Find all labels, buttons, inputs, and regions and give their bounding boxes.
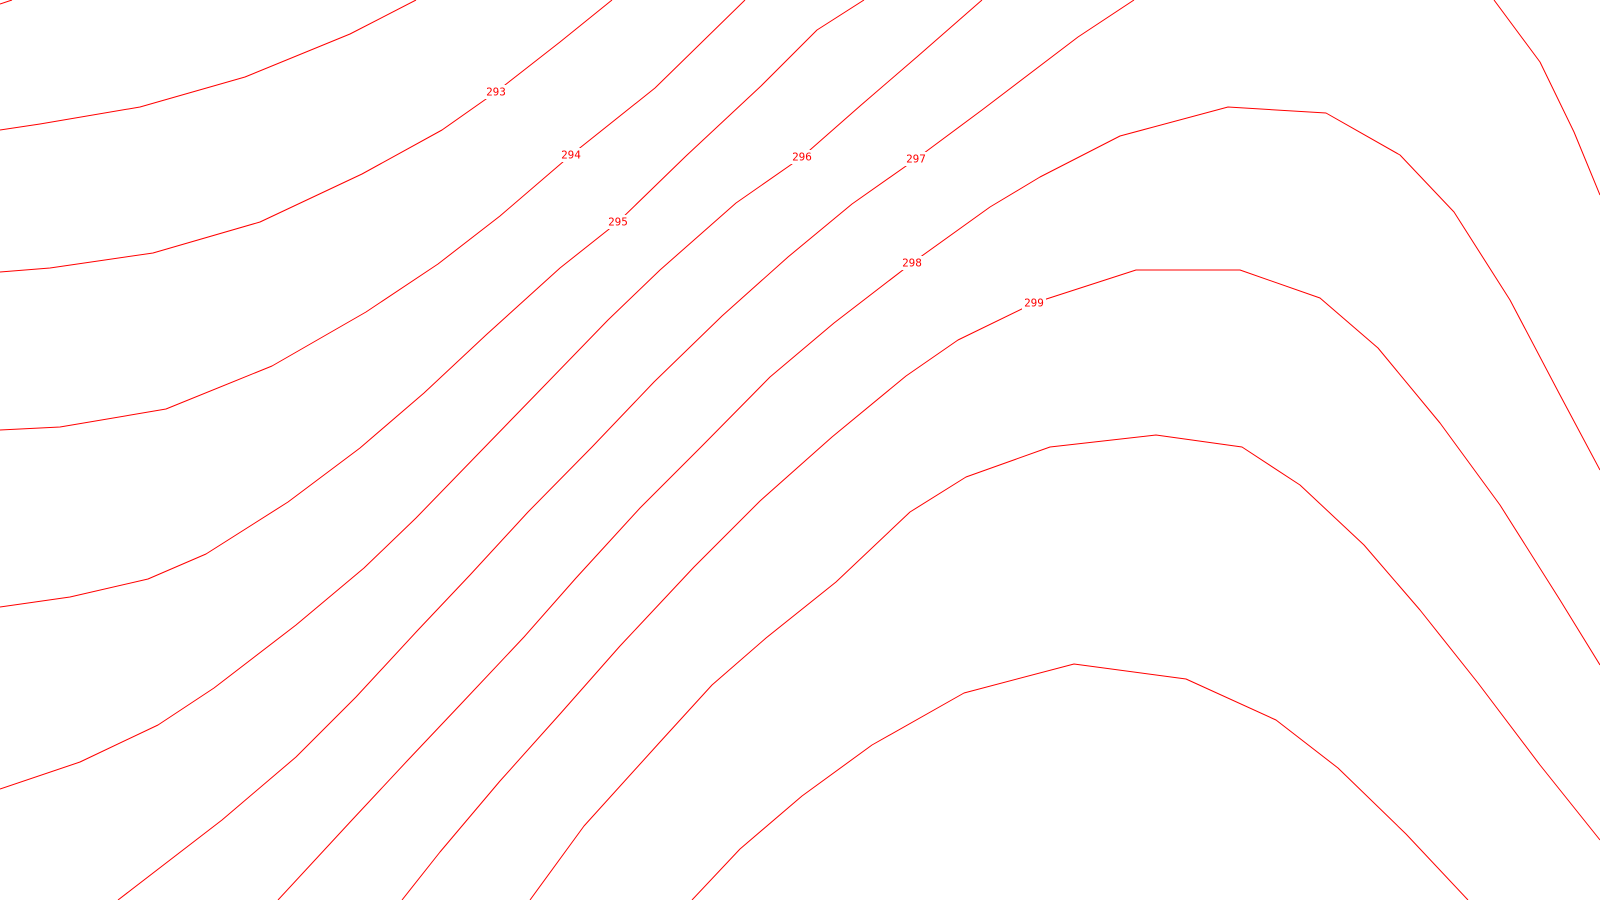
contour-line [0,0,613,273]
contour-line [0,0,746,431]
contour-line [277,106,1600,900]
contour-291 [0,0,13,5]
contour-296: 296 [0,0,983,790]
contour-line [0,0,865,608]
contour-label-background [559,148,583,162]
contour-label: 293 [486,86,506,99]
contour-label: 294 [561,149,581,162]
contour-unlabeled-10 [691,663,1469,900]
contour-line [691,663,1469,900]
contour-unlabeled-11 [1493,0,1600,196]
contour-293: 293 [0,0,613,273]
contour-unlabeled-9 [529,434,1600,900]
contour-line [529,434,1600,900]
contour-label-background [790,150,814,164]
contour-299: 299 [401,269,1600,900]
contour-line [117,0,1135,900]
contour-label-background [484,85,508,99]
contour-label-background [1022,296,1046,310]
contour-line [1493,0,1600,196]
contour-label-background [904,152,928,166]
contour-label-background [606,215,630,229]
contour-label: 299 [1024,297,1044,310]
contour-294: 294 [0,0,746,431]
contour-297: 297 [117,0,1135,900]
contour-label: 296 [792,151,812,164]
contour-label: 298 [902,257,922,270]
contour-line [0,0,13,5]
contour-298: 298 [277,106,1600,900]
contour-line [401,269,1600,900]
contour-label: 295 [608,216,628,229]
contour-line [0,0,417,131]
contour-label: 297 [906,153,926,166]
contour-label-background [900,256,924,270]
contour-295: 295 [0,0,865,608]
contour-line [0,0,983,790]
contour-292 [0,0,417,131]
